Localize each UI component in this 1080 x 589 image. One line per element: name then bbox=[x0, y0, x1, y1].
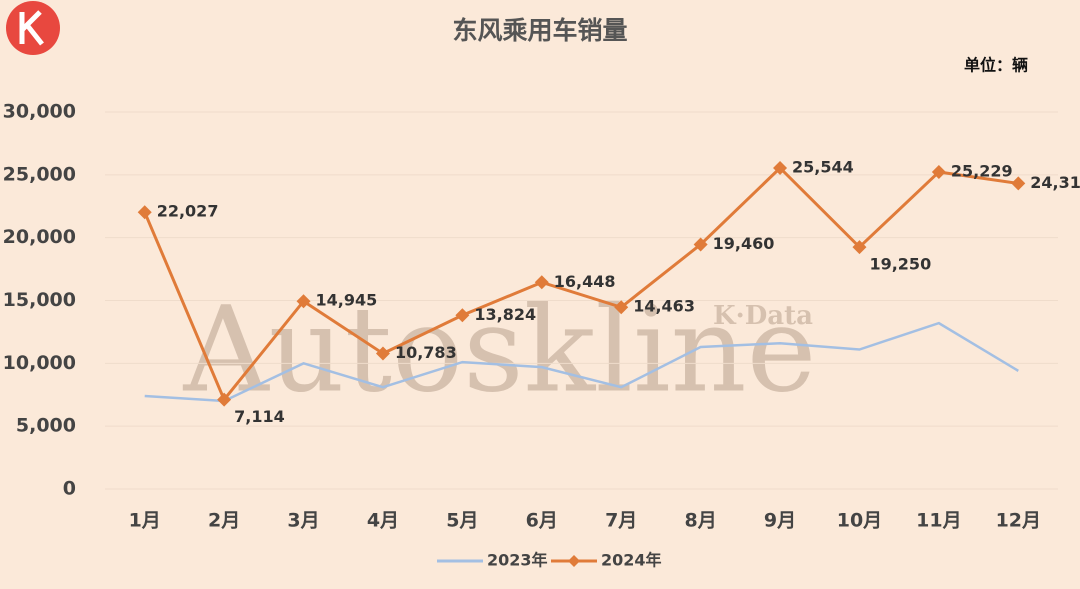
watermark-sub: K·Data bbox=[713, 301, 813, 331]
series-line bbox=[143, 165, 1019, 403]
data-label: 22,027 bbox=[157, 202, 219, 221]
marker bbox=[296, 294, 311, 309]
data-label: 19,460 bbox=[713, 234, 775, 253]
marker bbox=[931, 164, 946, 179]
y-tick-label: 30,000 bbox=[3, 101, 76, 123]
marker bbox=[455, 308, 470, 323]
data-label: 25,229 bbox=[951, 161, 1013, 180]
marker bbox=[534, 275, 549, 290]
marker bbox=[773, 160, 788, 175]
watermark: Autoskline bbox=[182, 281, 816, 419]
x-tick-label: 7月 bbox=[605, 510, 637, 532]
y-tick-label: 5,000 bbox=[16, 415, 76, 437]
x-tick-label: 4月 bbox=[367, 510, 399, 532]
y-tick-label: 25,000 bbox=[3, 163, 76, 185]
x-tick-label: 9月 bbox=[764, 510, 796, 532]
logo bbox=[6, 1, 60, 55]
data-label: 25,544 bbox=[792, 157, 854, 176]
x-tick-label: 5月 bbox=[446, 510, 478, 532]
x-tick-label: 3月 bbox=[287, 510, 319, 532]
data-label: 16,448 bbox=[554, 272, 616, 291]
data-label: 7,114 bbox=[234, 407, 285, 426]
y-tick-label: 20,000 bbox=[3, 226, 76, 248]
marker bbox=[852, 240, 867, 255]
legend-marker bbox=[568, 555, 580, 567]
legend-label: 2024年 bbox=[601, 551, 662, 570]
series-line bbox=[144, 321, 1019, 403]
legend-label: 2023年 bbox=[487, 551, 548, 570]
data-label: 14,463 bbox=[633, 297, 695, 316]
data-label: 19,250 bbox=[869, 255, 931, 274]
marker bbox=[693, 237, 708, 252]
x-tick-label: 10月 bbox=[837, 510, 882, 532]
data-label: 13,824 bbox=[474, 305, 536, 324]
x-tick-label: 12月 bbox=[996, 510, 1041, 532]
x-tick-label: 6月 bbox=[526, 510, 558, 532]
marker bbox=[1011, 176, 1026, 191]
marker bbox=[137, 205, 152, 220]
y-tick-label: 0 bbox=[63, 478, 76, 500]
marker bbox=[217, 392, 232, 407]
x-tick-label: 11月 bbox=[916, 510, 961, 532]
y-tick-label: 10,000 bbox=[3, 352, 76, 374]
y-tick-label: 15,000 bbox=[3, 289, 76, 311]
x-tick-label: 2月 bbox=[208, 510, 240, 532]
data-label: 14,945 bbox=[316, 291, 378, 310]
chart-title: 东风乘用车销量 bbox=[452, 16, 627, 45]
marker bbox=[614, 300, 629, 315]
x-tick-label: 8月 bbox=[685, 510, 717, 532]
x-tick-label: 1月 bbox=[129, 510, 161, 532]
marker bbox=[375, 346, 390, 361]
data-label: 24,318 bbox=[1030, 173, 1080, 192]
data-label: 10,783 bbox=[395, 343, 457, 362]
unit-label: 单位：辆 bbox=[964, 56, 1028, 75]
